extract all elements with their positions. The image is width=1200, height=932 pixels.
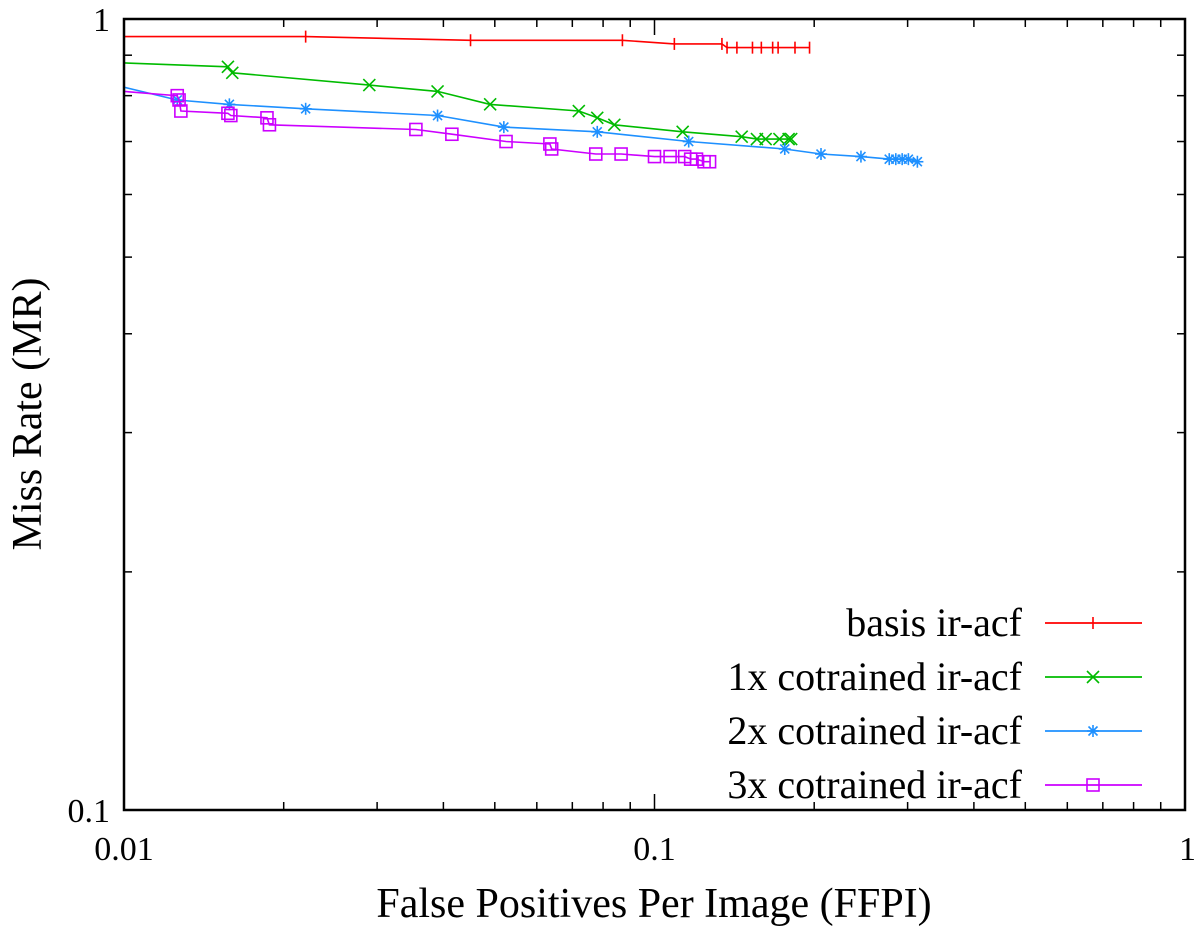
data-point-1x-cotrained-ir-acf <box>572 104 586 118</box>
data-point-3x-cotrained-ir-acf <box>221 106 235 121</box>
data-point-2x-cotrained-ir-acf <box>682 135 695 148</box>
data-point-1x-cotrained-ir-acf <box>221 60 235 74</box>
legend-marker-1x-cotrained-ir-acf <box>1086 670 1100 684</box>
data-point-2x-cotrained-ir-acf <box>431 109 444 122</box>
data-point-2x-cotrained-ir-acf <box>854 150 867 163</box>
data-point-3x-cotrained-ir-acf <box>647 149 662 164</box>
series-line-2x-cotrained-ir-acf <box>123 86 918 163</box>
data-point-1x-cotrained-ir-acf <box>483 97 497 111</box>
data-point-1x-cotrained-ir-acf <box>362 78 376 92</box>
data-point-1x-cotrained-ir-acf <box>784 132 798 146</box>
x-tick-label: 1 <box>1179 831 1196 868</box>
data-point-3x-cotrained-ir-acf <box>409 122 423 137</box>
data-point-2x-cotrained-ir-acf <box>299 102 312 115</box>
data-point-3x-cotrained-ir-acf <box>262 117 277 132</box>
series-line-basis-ir-acf <box>124 35 810 49</box>
data-point-1x-cotrained-ir-acf <box>590 111 604 125</box>
data-point-1x-cotrained-ir-acf <box>772 132 787 146</box>
data-point-3x-cotrained-ir-acf <box>445 127 459 142</box>
data-point-1x-cotrained-ir-acf <box>759 132 773 146</box>
data-point-1x-cotrained-ir-acf <box>225 66 239 80</box>
legend-marker-3x-cotrained-ir-acf <box>1086 778 1100 792</box>
data-point-3x-cotrained-ir-acf <box>544 142 559 156</box>
data-point-2x-cotrained-ir-acf <box>911 155 924 168</box>
data-point-3x-cotrained-ir-acf <box>614 147 628 161</box>
data-point-3x-cotrained-ir-acf <box>499 134 513 149</box>
legend-label-2x-cotrained-ir-acf: 2x cotrained ir-acf <box>727 708 1022 753</box>
data-point-3x-cotrained-ir-acf <box>260 111 274 125</box>
data-point-3x-cotrained-ir-acf <box>663 149 677 164</box>
data-point-3x-cotrained-ir-acf <box>689 152 704 166</box>
y-tick-label: 0.1 <box>68 793 111 830</box>
data-point-3x-cotrained-ir-acf <box>588 147 603 161</box>
legend-label-3x-cotrained-ir-acf: 3x cotrained ir-acf <box>727 762 1022 807</box>
legend-label-basis-ir-acf: basis ir-acf <box>846 600 1022 645</box>
y-tick-label: 1 <box>93 2 110 39</box>
data-point-3x-cotrained-ir-acf <box>170 88 185 103</box>
data-point-2x-cotrained-ir-acf <box>591 125 604 138</box>
series-line-3x-cotrained-ir-acf <box>123 90 710 163</box>
data-point-2x-cotrained-ir-acf <box>902 153 915 166</box>
x-tick-label: 0.01 <box>94 831 154 868</box>
y-axis-title: Miss Rate (MR) <box>5 278 51 551</box>
data-point-2x-cotrained-ir-acf <box>778 142 791 155</box>
legend-label-1x-cotrained-ir-acf: 1x cotrained ir-acf <box>727 654 1022 699</box>
data-point-1x-cotrained-ir-acf <box>676 125 690 139</box>
data-point-3x-cotrained-ir-acf <box>224 108 238 123</box>
data-point-1x-cotrained-ir-acf <box>430 84 445 98</box>
x-tick-label: 0.1 <box>633 831 676 868</box>
series-line-1x-cotrained-ir-acf <box>123 62 792 140</box>
data-point-2x-cotrained-ir-acf <box>815 148 828 161</box>
data-point-3x-cotrained-ir-acf <box>543 137 557 151</box>
legend: basis ir-acf 1x cotrained ir-acf 2x cotrai… <box>727 600 1142 807</box>
legend-marker-2x-cotrained-ir-acf <box>1087 725 1099 737</box>
data-point-2x-cotrained-ir-acf <box>497 121 510 134</box>
data-point-3x-cotrained-ir-acf <box>174 104 188 118</box>
data-point-3x-cotrained-ir-acf <box>702 154 717 169</box>
x-axis-title: False Positives Per Image (FFPI) <box>376 881 931 927</box>
data-point-3x-cotrained-ir-acf <box>172 93 186 107</box>
data-point-1x-cotrained-ir-acf <box>735 130 749 144</box>
data-point-1x-cotrained-ir-acf <box>607 118 621 132</box>
